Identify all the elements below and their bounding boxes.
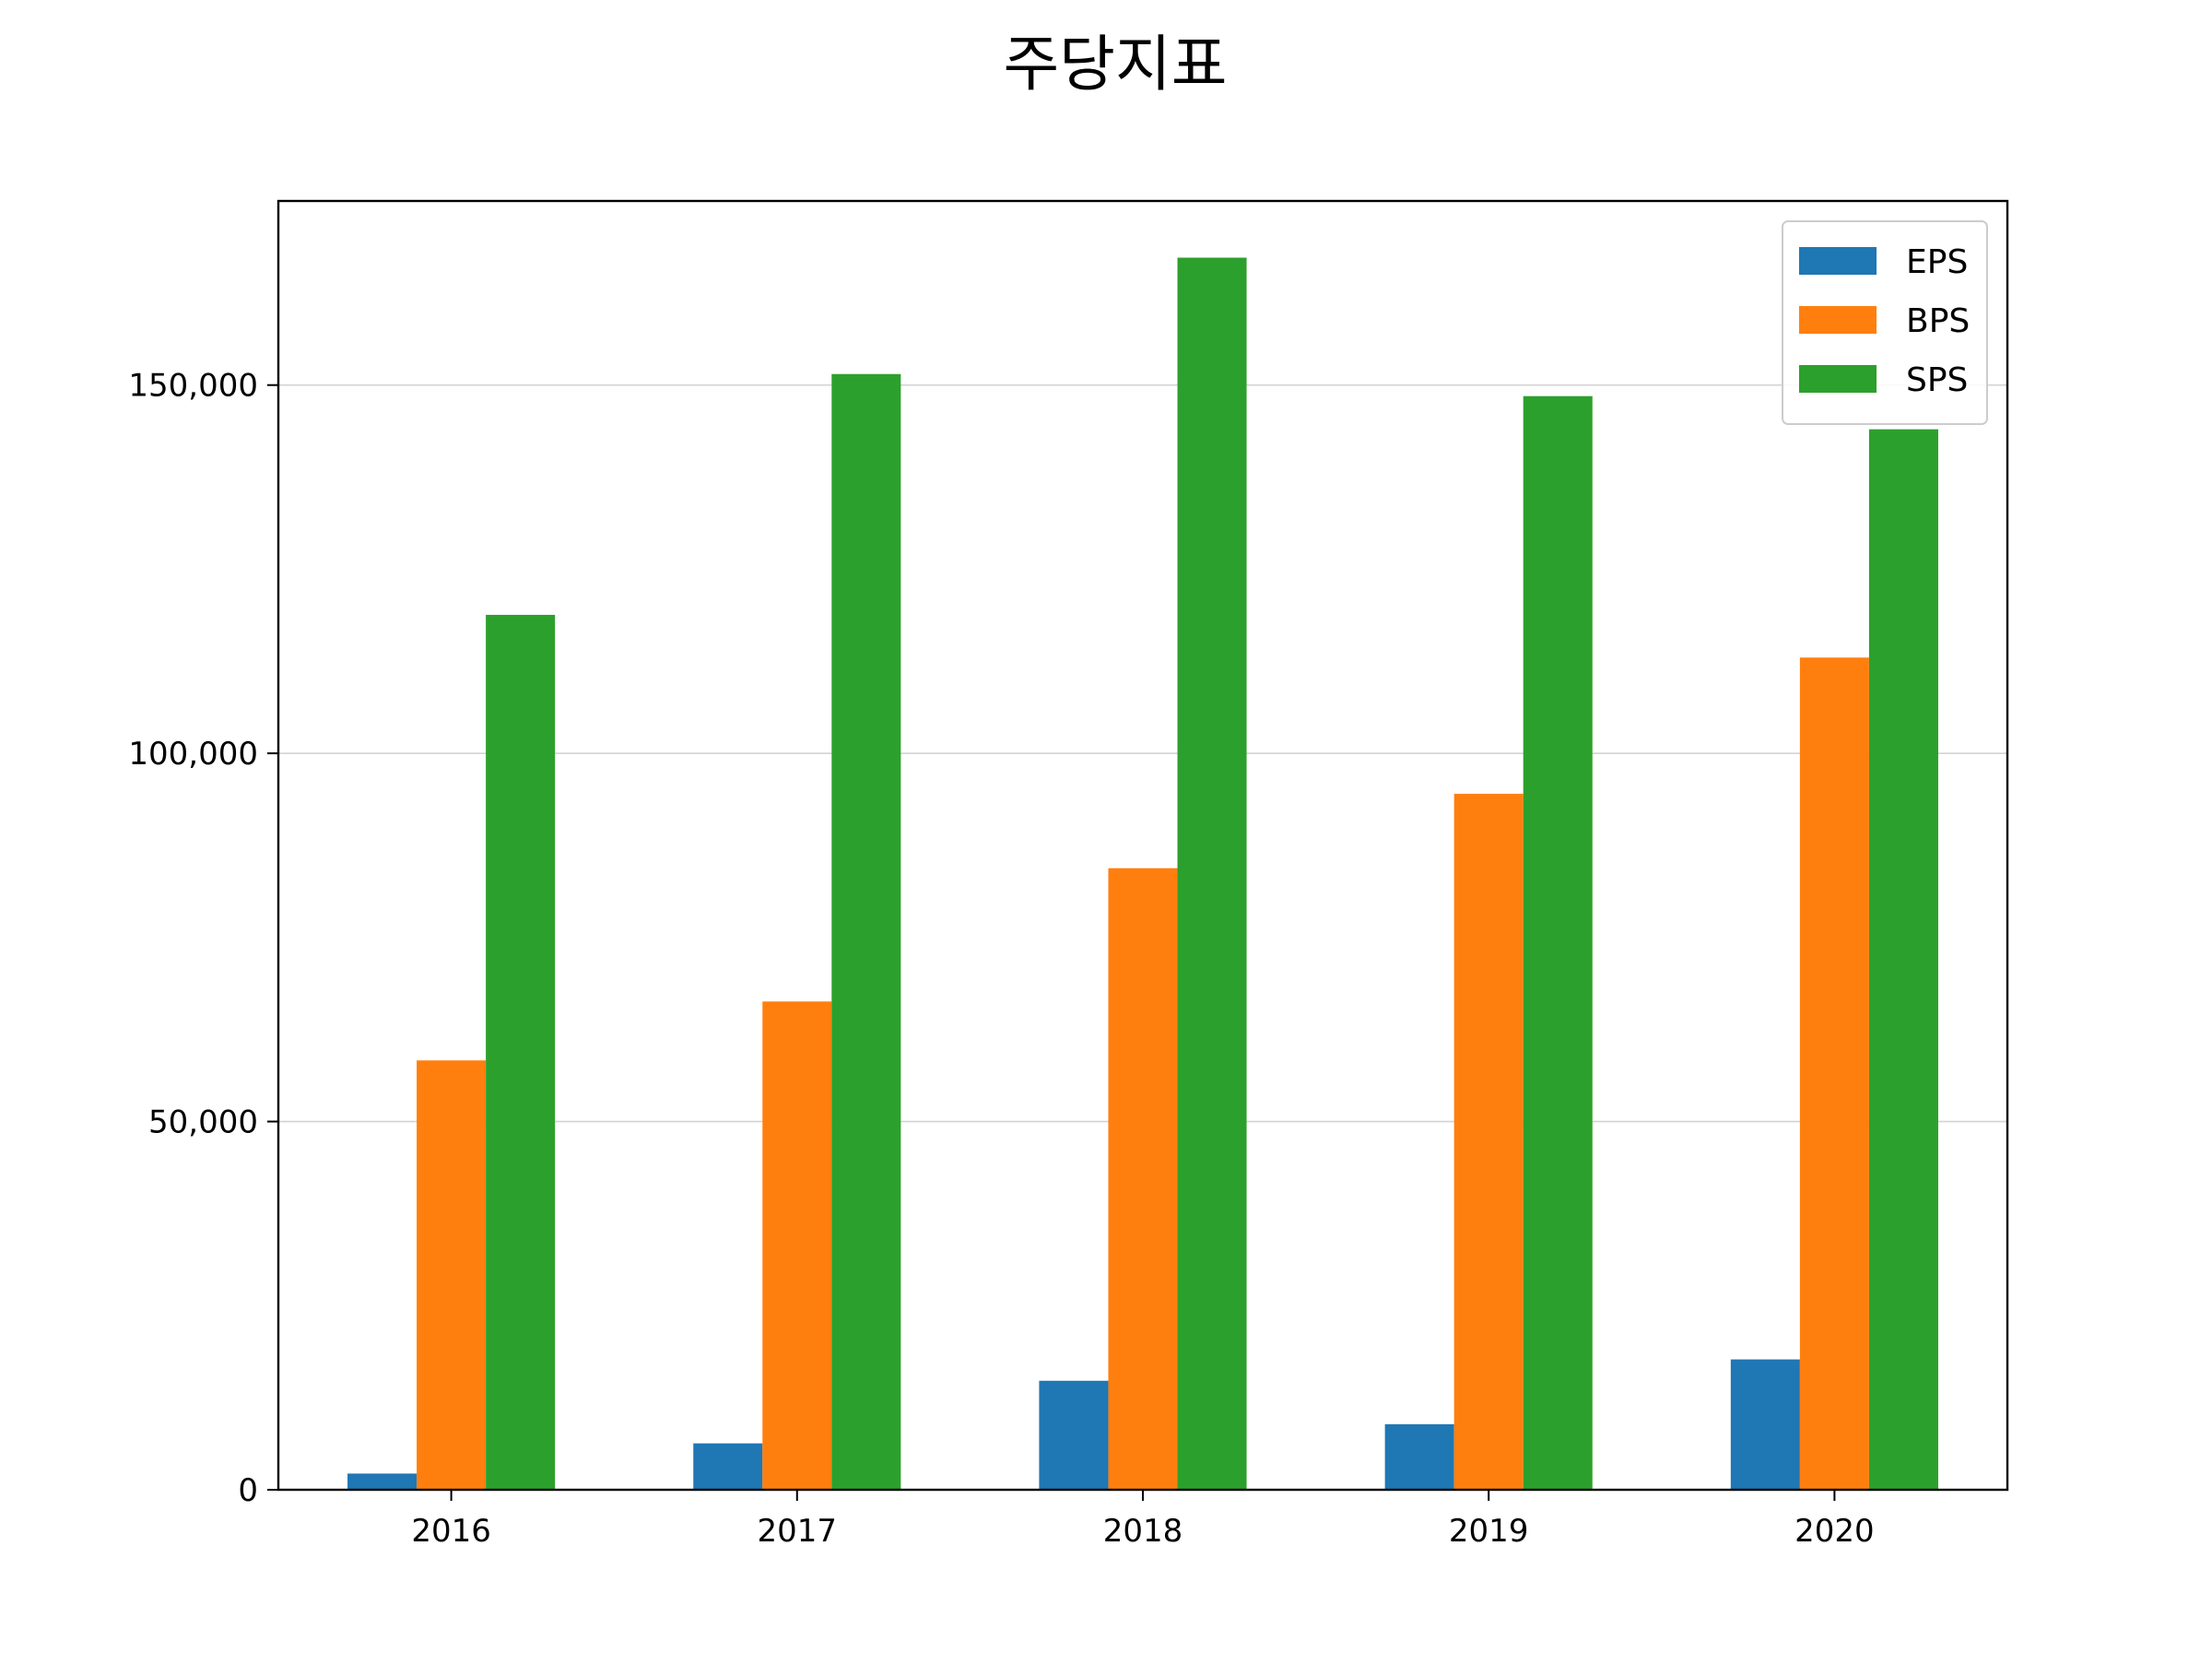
bars: [347, 257, 1938, 1491]
legend-swatch-sps: [1799, 365, 1877, 393]
bar-sps-2017: [831, 373, 901, 1490]
bar-eps-2018: [1039, 1380, 1109, 1490]
y-tick-label: 100,000: [128, 736, 258, 773]
bar-bps-2016: [417, 1060, 487, 1490]
bar-bps-2020: [1799, 657, 1869, 1490]
chart-title: 주당지표: [1004, 29, 1228, 100]
x-tick-label: 2020: [1794, 1513, 1875, 1550]
bar-sps-2016: [486, 614, 556, 1490]
bar-bps-2018: [1108, 867, 1178, 1490]
y-tick-label: 50,000: [148, 1104, 258, 1141]
axes: 0 50,000 100,000 150,000 2016 2017 2018 2019 202…: [128, 199, 2009, 1550]
legend-label-bps: BPS: [1906, 302, 1970, 340]
legend-swatch-eps: [1799, 247, 1877, 275]
legend-label-sps: SPS: [1906, 361, 1968, 399]
x-tick-label: 2018: [1103, 1513, 1183, 1550]
bar-eps-2020: [1730, 1359, 1800, 1490]
bar-sps-2019: [1523, 395, 1593, 1490]
y-tick-label: 0: [238, 1472, 258, 1509]
legend-swatch-bps: [1799, 306, 1877, 334]
legend-label-eps: EPS: [1906, 243, 1968, 281]
bar-bps-2019: [1453, 794, 1524, 1490]
bar-eps-2019: [1384, 1423, 1454, 1490]
x-tick-label: 2019: [1449, 1513, 1529, 1550]
bar-eps-2016: [347, 1473, 418, 1490]
bar-eps-2017: [693, 1443, 763, 1490]
legend: EPS BPS SPS: [1782, 220, 1988, 425]
x-tick-label: 2016: [411, 1513, 491, 1550]
bar-sps-2020: [1868, 429, 1938, 1490]
y-tick-label: 150,000: [128, 368, 258, 405]
bar-bps-2017: [762, 1001, 832, 1490]
bar-sps-2018: [1177, 257, 1247, 1491]
x-tick-label: 2017: [758, 1513, 838, 1550]
